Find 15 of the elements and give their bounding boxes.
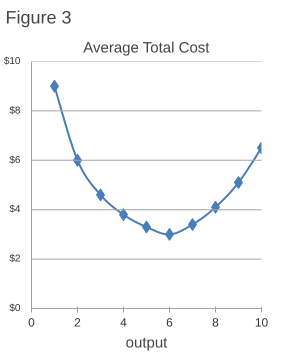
y-tick-label: $6: [9, 154, 21, 166]
y-tick-label: $2: [9, 254, 21, 265]
chart-title: Figure 3: [6, 8, 72, 28]
x-tick-label: 6: [166, 316, 174, 330]
x-tick-label: 4: [120, 316, 128, 330]
x-tick-label: 8: [212, 316, 220, 330]
y-tick-label: $10: [4, 56, 21, 67]
y-tick-label: $4: [9, 204, 21, 216]
x-axis-title: output: [126, 334, 168, 352]
x-tick-label: 0: [28, 316, 36, 330]
x-tick-label: 2: [74, 316, 82, 330]
y-tick-label: $8: [9, 105, 21, 116]
chart-subtitle: Average Total Cost: [83, 40, 210, 56]
y-tick-label: $0: [9, 303, 21, 314]
x-tick-label: 10: [254, 316, 268, 330]
